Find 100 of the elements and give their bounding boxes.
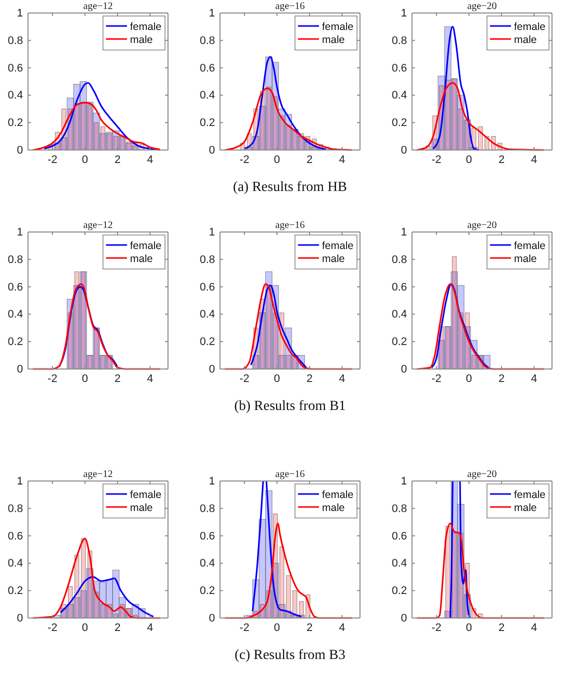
y-tick-label: 0.4 [200, 90, 215, 102]
x-tick-label: 0 [82, 622, 88, 634]
x-tick-label: -2 [240, 622, 250, 634]
x-tick-label: 4 [339, 154, 346, 166]
y-tick-label: 0.4 [392, 558, 407, 570]
y-tick-label: 0.2 [200, 585, 215, 598]
x-tick-label: -2 [48, 154, 58, 166]
y-tick-label: 0.8 [8, 502, 23, 515]
x-tick-label: 4 [147, 622, 154, 634]
y-tick-label: 0.4 [200, 308, 215, 321]
legend-label: female [130, 489, 162, 501]
y-tick-label: 0 [16, 364, 23, 376]
legend-label: female [514, 21, 546, 33]
x-tick-label: 0 [274, 154, 280, 166]
y-tick-label: 1 [16, 476, 23, 488]
line-series [32, 538, 161, 619]
y-tick-label: 0.2 [8, 585, 23, 598]
legend-label: female [322, 21, 354, 33]
chart-title: age−20 [467, 220, 497, 231]
x-tick-label: 2 [498, 154, 505, 166]
x-tick-label: -2 [240, 372, 250, 385]
x-tick-label: -2 [432, 372, 442, 385]
y-tick-label: 0.4 [8, 90, 23, 102]
x-tick-label: 2 [498, 372, 505, 385]
y-tick-label: 0 [208, 612, 215, 625]
legend-label: female [322, 489, 354, 501]
y-tick-label: 0.6 [8, 530, 23, 542]
text: (a) Results from HB [233, 180, 347, 195]
x-tick-label: -2 [48, 622, 58, 634]
line-series [250, 284, 308, 368]
line-series [224, 88, 353, 151]
y-tick-label: 0.2 [8, 117, 23, 130]
chart-title: age−12 [83, 1, 113, 12]
line-series [43, 82, 161, 151]
y-tick-label: 1 [208, 8, 215, 20]
y-tick-label: 1 [16, 8, 23, 20]
line-series [416, 522, 545, 619]
x-tick-label: 4 [147, 154, 154, 166]
x-tick-label: 2 [306, 622, 313, 634]
y-tick-label: 0.2 [200, 336, 215, 348]
chart-title: age−12 [83, 469, 113, 480]
y-tick-label: 0.4 [8, 308, 23, 321]
legend-label: male [130, 502, 153, 514]
y-tick-label: 1 [208, 476, 215, 488]
y-tick-label: 0.4 [8, 558, 23, 570]
legend-label: male [322, 34, 345, 46]
y-tick-label: 0.2 [392, 585, 407, 598]
y-tick-label: 0 [400, 612, 407, 625]
x-tick-label: -2 [48, 372, 58, 385]
y-tick-label: 0.6 [8, 281, 23, 294]
x-tick-label: 2 [306, 372, 313, 385]
line-series [58, 286, 118, 368]
y-tick-label: 0.8 [200, 502, 215, 515]
x-tick-label: 2 [114, 372, 121, 385]
x-tick-label: 4 [147, 372, 154, 385]
legend-label: female [130, 240, 162, 252]
legend-label: female [514, 240, 546, 252]
y-tick-label: 0 [208, 144, 215, 157]
line-series [430, 283, 490, 368]
legend-label: male [514, 34, 537, 46]
line-series [32, 102, 161, 151]
y-tick-label: 0 [208, 364, 215, 376]
y-tick-label: 0.4 [200, 558, 215, 570]
x-tick-label: -2 [240, 154, 250, 166]
x-tick-label: 2 [498, 622, 505, 634]
y-tick-label: 0.4 [392, 308, 407, 321]
y-tick-label: 0 [400, 364, 407, 376]
x-tick-label: 4 [531, 372, 538, 385]
y-tick-label: 0.6 [392, 62, 407, 74]
line-series [416, 82, 545, 151]
chart-title: age−12 [83, 220, 113, 231]
chart-title: age−16 [275, 469, 305, 480]
x-tick-label: 4 [339, 622, 346, 634]
legend-label: male [514, 253, 537, 265]
x-tick-label: 0 [466, 372, 472, 385]
chart-title: age−16 [275, 1, 305, 12]
y-tick-label: 0.6 [200, 530, 215, 542]
x-tick-label: -2 [432, 154, 442, 166]
y-tick-label: 0.6 [200, 281, 215, 294]
text: (c) Results from B3 [234, 648, 346, 663]
legend-label: male [322, 253, 345, 265]
x-tick-label: 0 [274, 622, 280, 634]
chart-title: age−20 [467, 1, 497, 12]
line-series [32, 283, 161, 370]
x-tick-label: 2 [114, 154, 121, 166]
x-tick-label: 0 [274, 372, 280, 385]
legend-label: male [130, 34, 153, 46]
y-tick-label: 1 [400, 8, 407, 20]
y-tick-label: 0.8 [200, 34, 215, 47]
y-tick-label: 0.6 [200, 62, 215, 74]
y-tick-label: 0.2 [200, 117, 215, 130]
text: (b) Results from B1 [234, 399, 346, 414]
y-tick-label: 1 [400, 226, 407, 239]
x-tick-label: -2 [432, 622, 442, 634]
chart-title: age−20 [467, 469, 497, 480]
x-tick-label: 4 [531, 154, 538, 166]
x-tick-label: 0 [82, 372, 88, 385]
y-tick-label: 0.2 [392, 336, 407, 348]
y-tick-label: 0 [16, 612, 23, 625]
line-series [224, 283, 353, 370]
